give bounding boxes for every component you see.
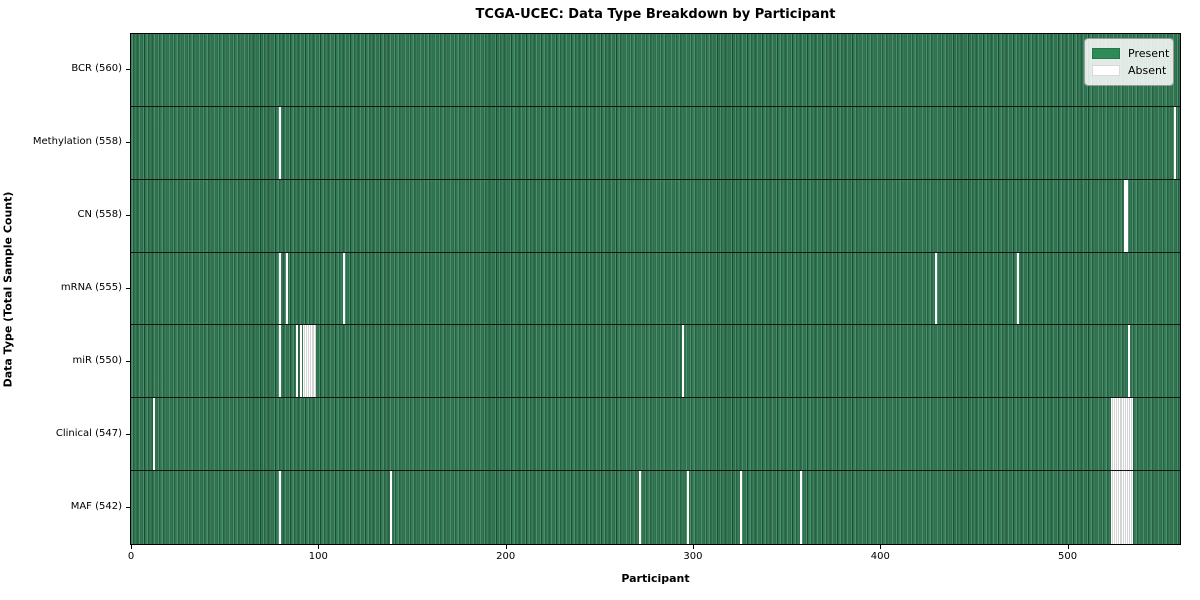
absent-stripe: [303, 325, 317, 399]
row-bcr: [131, 34, 1180, 107]
x-tick-mark: [505, 545, 507, 549]
absent-stripe: [1174, 106, 1177, 180]
y-tick-mark: [126, 288, 130, 289]
absent-stripe: [278, 106, 281, 180]
x-tick-label: 500: [1058, 551, 1078, 562]
absent-stripe: [799, 471, 802, 544]
absent-stripe: [278, 252, 281, 326]
legend-label: Absent: [1128, 64, 1167, 77]
legend-entry-present: Present: [1092, 45, 1169, 62]
absent-stripe: [389, 471, 392, 544]
absent-stripe: [278, 325, 281, 399]
x-tick-label: 400: [870, 551, 890, 562]
x-tick-label: 300: [683, 551, 703, 562]
x-tick-label: 200: [496, 551, 516, 562]
row-methylation: [131, 105, 1180, 180]
x-tick-mark: [131, 545, 132, 549]
absent-stripe: [286, 252, 289, 326]
x-tick-mark: [692, 545, 694, 549]
absent-stripe: [1127, 325, 1130, 399]
absent-stripe: [342, 252, 345, 326]
absent-stripe: [934, 252, 937, 326]
row-maf: [131, 470, 1180, 544]
absent-stripe: [739, 471, 742, 544]
legend-label: Present: [1128, 47, 1170, 60]
y-tick-mark: [126, 433, 130, 435]
row-cn: [131, 178, 1180, 253]
y-tick-mark: [126, 69, 130, 71]
x-tick-label: 0: [127, 551, 135, 562]
y-tick-label: MAF (542): [70, 500, 122, 512]
row-mrna: [131, 251, 1180, 326]
absent-stripe: [1123, 179, 1128, 253]
legend-swatch-absent: [1092, 65, 1120, 76]
chart-title: TCGA-UCEC: Data Type Breakdown by Partic…: [475, 7, 836, 22]
legend-swatch-present: [1092, 48, 1120, 59]
plot-area: [130, 33, 1181, 545]
absent-stripe: [681, 325, 684, 399]
y-tick-label: CN (558): [77, 209, 122, 221]
absent-stripe: [153, 398, 156, 472]
absent-stripe: [638, 471, 641, 544]
y-tick-mark: [126, 506, 130, 508]
x-tick-mark: [318, 545, 320, 549]
x-tick-mark: [880, 545, 882, 549]
legend: Present Absent: [1084, 38, 1174, 86]
absent-stripe: [1017, 252, 1020, 326]
x-axis-label: Participant: [621, 572, 690, 585]
y-tick-label: BCR (560): [71, 63, 122, 75]
y-tick-label: miR (550): [72, 354, 122, 366]
x-tick-label: 100: [308, 551, 328, 562]
absent-stripe: [687, 471, 690, 544]
absent-stripe: [295, 325, 298, 399]
legend-entry-absent: Absent: [1092, 62, 1167, 79]
x-tick-mark: [1067, 545, 1069, 549]
absent-stripe: [1110, 398, 1134, 472]
y-tick-label: mRNA (555): [60, 282, 122, 293]
y-tick-label: Clinical (547): [55, 427, 122, 439]
y-tick-mark: [126, 360, 130, 362]
y-tick-mark: [126, 142, 130, 144]
absent-stripe: [1110, 471, 1134, 544]
y-tick-label: Methylation (558): [32, 136, 122, 148]
absent-stripe: [278, 471, 281, 544]
absent-stripe: [299, 325, 302, 399]
row-mir: [131, 324, 1180, 399]
y-tick-mark: [126, 215, 130, 217]
row-clinical: [131, 397, 1180, 472]
